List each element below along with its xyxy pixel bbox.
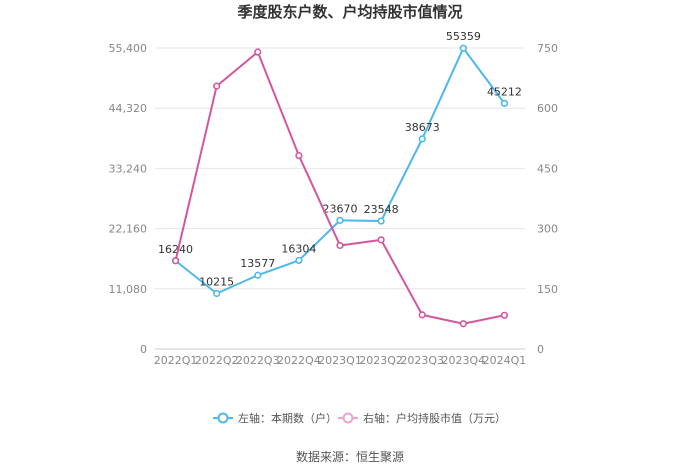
chart-title: 季度股东户数、户均持股市值情况: [237, 3, 462, 21]
data-label: 45212: [487, 85, 522, 98]
data-point-left[interactable]: [336, 216, 344, 224]
legend-item-right[interactable]: 右轴：户均持股市值（万元）: [338, 411, 506, 425]
data-point-left[interactable]: [500, 99, 509, 107]
data-label: 16240: [158, 243, 193, 256]
x-axis: 2022Q12022Q22022Q32022Q42023Q12023Q22023…: [154, 354, 527, 367]
left-tick-label: 11,080: [109, 283, 148, 296]
data-point-right[interactable]: [254, 48, 262, 56]
legend[interactable]: 左轴：本期数（户） 右轴：户均持股市值（万元）: [213, 411, 506, 425]
grid: [155, 47, 525, 350]
data-point-right[interactable]: [459, 320, 467, 328]
data-point-right[interactable]: [213, 82, 221, 90]
data-point-left[interactable]: [254, 271, 262, 279]
data-label: 10215: [199, 275, 234, 288]
right-tick-label: 600: [537, 102, 558, 115]
x-tick-label: 2023Q4: [442, 354, 486, 367]
data-label: 55359: [446, 30, 481, 43]
data-label: 23670: [323, 202, 358, 215]
x-tick-label: 2022Q2: [195, 354, 239, 367]
x-tick-label: 2022Q4: [277, 354, 321, 367]
source-note: 数据来源：恒生聚源: [296, 449, 404, 464]
data-label: 23548: [364, 203, 399, 216]
x-tick-label: 2022Q1: [154, 354, 198, 367]
data-point-left[interactable]: [377, 217, 385, 225]
right-axis: 0 150 300 450 600 750: [537, 42, 558, 356]
data-point-right[interactable]: [336, 241, 344, 250]
legend-marker-right: [342, 412, 354, 424]
legend-item-left[interactable]: 左轴：本期数（户）: [213, 411, 337, 425]
left-tick-label: 33,240: [109, 162, 148, 175]
right-tick-label: 150: [537, 283, 558, 296]
series-right: [171, 48, 509, 328]
left-tick-label: 0: [140, 343, 147, 356]
x-tick-label: 2022Q3: [236, 354, 280, 367]
data-label: 16304: [281, 242, 316, 255]
data-point-right[interactable]: [171, 257, 180, 265]
right-tick-label: 300: [537, 223, 558, 236]
series-left: 16240 10215 13577 16304 23670 23548 38673 55359…: [158, 30, 522, 298]
left-tick-label: 44,320: [109, 102, 148, 115]
x-tick-label: 2023Q2: [359, 354, 403, 367]
x-tick-label: 2024Q1: [483, 354, 527, 367]
x-tick-label: 2023Q3: [400, 354, 444, 367]
data-point-left[interactable]: [295, 256, 303, 265]
legend-label-right: 右轴：户均持股市值（万元）: [363, 411, 506, 425]
left-tick-label: 55,400: [109, 42, 148, 55]
data-point-left[interactable]: [459, 44, 467, 52]
right-tick-label: 0: [537, 343, 544, 356]
series-layer: 16240 10215 13577 16304 23670 23548 38673 55359…: [158, 30, 522, 328]
data-label: 13577: [240, 257, 275, 270]
legend-marker-left: [217, 412, 229, 424]
data-point-left[interactable]: [418, 135, 426, 143]
right-tick-label: 450: [537, 162, 558, 175]
right-tick-label: 750: [537, 42, 558, 55]
legend-label-left: 左轴：本期数（户）: [238, 411, 337, 425]
data-point-right[interactable]: [500, 311, 509, 319]
data-point-right[interactable]: [418, 311, 426, 319]
series-line-left: [174, 47, 506, 295]
data-label: 38673: [405, 121, 440, 134]
left-tick-label: 22,160: [109, 223, 148, 236]
data-point-left[interactable]: [213, 289, 221, 298]
x-tick-label: 2023Q1: [318, 354, 362, 367]
data-point-right[interactable]: [295, 151, 303, 160]
data-point-right[interactable]: [377, 236, 385, 244]
left-axis: 0 11,080 22,160 33,240 44,320 55,400: [109, 42, 148, 356]
